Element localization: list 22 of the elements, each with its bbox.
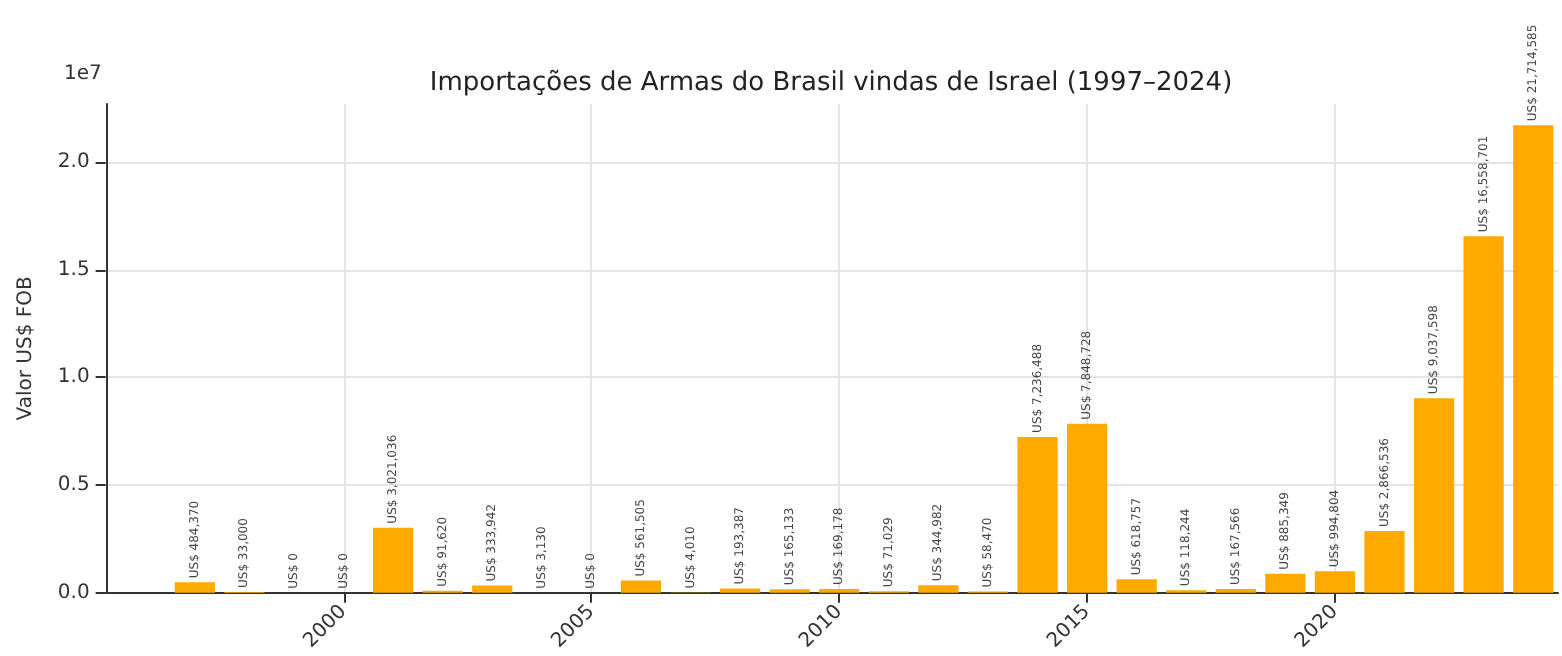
bar bbox=[1116, 579, 1157, 593]
y-axis-title: Valor US$ FOB bbox=[15, 276, 37, 421]
chart-title: Importações de Armas do Brasil vindas de Israel (1997–2024) bbox=[429, 68, 1233, 98]
bar bbox=[1017, 436, 1058, 593]
bar bbox=[620, 580, 662, 593]
bar bbox=[1314, 571, 1356, 593]
y-tick-label: 0.5 bbox=[57, 474, 90, 497]
bar bbox=[174, 582, 215, 593]
text: 1e7 bbox=[64, 63, 102, 85]
bar bbox=[918, 585, 959, 593]
bar bbox=[1364, 530, 1405, 593]
bar bbox=[372, 527, 414, 593]
bar bbox=[472, 585, 513, 593]
y-tick-label: 0.0 bbox=[57, 581, 90, 604]
y-tick-label: 1.5 bbox=[57, 258, 90, 281]
bar bbox=[1265, 573, 1306, 593]
bar bbox=[1463, 236, 1504, 593]
y-tick-label: 1.0 bbox=[57, 366, 90, 389]
bar bbox=[1413, 398, 1455, 593]
bar bbox=[1066, 423, 1108, 593]
y-tick-label: 2.0 bbox=[57, 151, 90, 174]
bar bbox=[1513, 125, 1554, 593]
